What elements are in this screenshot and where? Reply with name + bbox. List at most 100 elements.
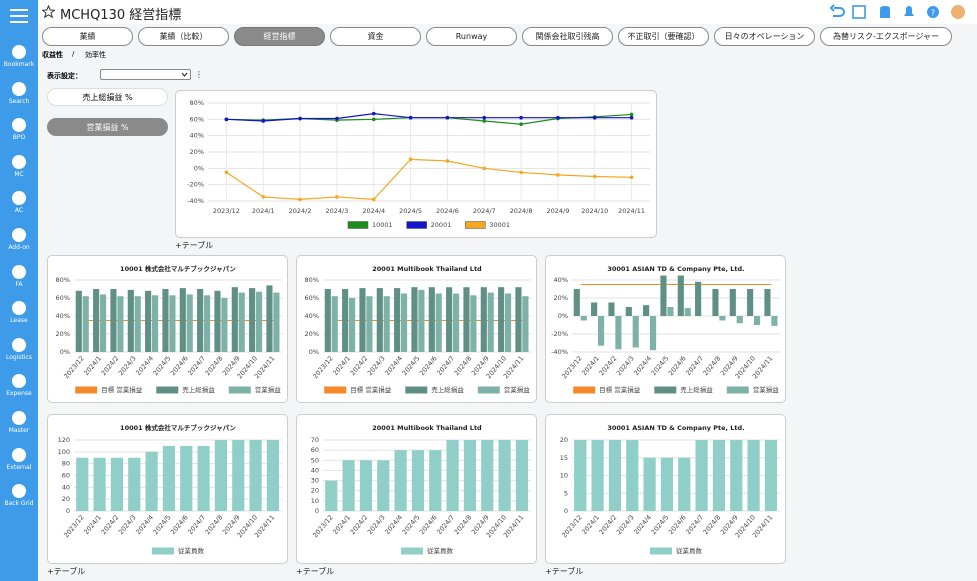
bar: [117, 296, 124, 352]
y-tick-label: 20: [311, 487, 319, 495]
table-link[interactable]: +テーブル: [545, 567, 584, 576]
display-select[interactable]: [100, 69, 191, 80]
table-link[interactable]: +テーブル: [47, 567, 86, 576]
x-tick-label: 2024/7: [684, 513, 705, 536]
star-icon[interactable]: [42, 5, 55, 18]
x-tick-label: 2023/12: [311, 354, 334, 380]
tab[interactable]: 業績（比較）: [138, 27, 229, 46]
bar: [100, 294, 107, 352]
bar: [249, 288, 256, 352]
subtab[interactable]: 収益性: [42, 51, 63, 59]
bar: [591, 440, 604, 511]
sidebar-item[interactable]: Master: [0, 410, 38, 434]
legend-item: 売上総損益: [405, 385, 464, 394]
tab[interactable]: 不正取引（要確認）: [618, 27, 709, 46]
bar: [498, 287, 505, 352]
menu-button[interactable]: [10, 9, 28, 23]
y-tick-label: 40%: [56, 312, 70, 320]
chart-title: 20001 Multibook Thailand Ltd: [372, 265, 482, 273]
tab[interactable]: 資金: [330, 27, 421, 46]
bar: [754, 316, 761, 325]
legend-label: 20001: [431, 221, 452, 229]
bar: [342, 460, 355, 511]
chart: 30001 ASIAN TD & Company Pte, Ltd. 40% 20%…: [551, 265, 780, 394]
y-tick-label: -20%: [551, 330, 568, 338]
sidebar-item[interactable]: Bookmark: [0, 44, 38, 68]
tab[interactable]: 業績: [42, 27, 133, 46]
legend-swatch: [75, 386, 98, 394]
bar: [394, 288, 401, 352]
legend-item: 営業損益: [477, 385, 530, 394]
sidebar-label: MC: [14, 170, 24, 178]
x-tick-label: 2024/8: [204, 354, 225, 377]
sidebar-item[interactable]: AC: [0, 190, 38, 214]
legend-swatch: [573, 386, 596, 394]
bar: [747, 440, 760, 511]
sidebar-icon: [12, 447, 26, 462]
x-tick-label: 2024/8: [510, 207, 533, 215]
tab[interactable]: 経営指標: [234, 27, 325, 46]
sidebar-item[interactable]: Add-on: [0, 227, 38, 251]
chart: 10001 株式会社マルチブックジャパン 0 20 40 60 80 100 120 2023/…: [58, 423, 282, 555]
sidebar-item[interactable]: Lease: [0, 300, 38, 324]
y-tick-label: 0%: [309, 348, 319, 356]
bar: [446, 440, 459, 511]
bar: [598, 316, 605, 346]
bar: [667, 307, 674, 316]
tab[interactable]: 為替リスク-エクスポージャー: [820, 27, 952, 46]
x-tick-label: 2024/3: [615, 354, 636, 377]
sidebar-label: Master: [8, 427, 30, 434]
bar: [411, 287, 418, 352]
sidebar-item[interactable]: MC: [0, 154, 38, 178]
sidebar-item[interactable]: Expense: [0, 373, 38, 397]
x-tick-label: 2024/8: [702, 513, 723, 536]
sidebar-item[interactable]: Search: [0, 81, 38, 105]
sidebar-item[interactable]: Back Grid: [0, 483, 38, 507]
x-tick-label: 2023/12: [62, 354, 85, 380]
x-tick-label: 2024/2: [598, 354, 619, 377]
metric-button[interactable]: 売上総損益 %: [47, 88, 168, 106]
point: [445, 159, 450, 163]
bar: [764, 289, 771, 316]
sidebar-icon: [12, 228, 26, 242]
tab[interactable]: Runway: [426, 27, 517, 46]
sidebar-label: Search: [8, 97, 30, 105]
more-menu[interactable]: ⋮: [195, 70, 203, 79]
x-tick-label: 2024/8: [204, 513, 225, 536]
x-tick-label: 2024/1: [331, 354, 352, 377]
y-tick-label: 70: [311, 436, 319, 444]
bar: [522, 296, 529, 352]
table-link[interactable]: +テーブル: [296, 567, 335, 576]
bar: [677, 275, 684, 316]
bar: [359, 288, 366, 352]
bar: [266, 440, 280, 511]
bar: [771, 316, 778, 326]
legend-label: 営業損益: [255, 385, 282, 394]
table-link[interactable]: +テーブル: [175, 241, 214, 250]
sidebar-item[interactable]: BPO: [0, 117, 38, 141]
bar: [574, 440, 587, 511]
bar: [359, 460, 373, 511]
subtab[interactable]: 効率性: [85, 51, 106, 59]
legend-label: 目標 営業損益: [350, 385, 392, 394]
y-tick-label: 20: [560, 436, 568, 444]
sidebar-item[interactable]: External: [0, 447, 38, 471]
sidebar-item[interactable]: FA: [0, 264, 38, 288]
tab[interactable]: 日々のオペレーション: [714, 27, 815, 46]
bar: [162, 289, 169, 352]
sidebar-item[interactable]: Logistics: [0, 337, 38, 361]
metric-button[interactable]: 営業損益 %: [47, 118, 168, 136]
bar: [342, 289, 349, 352]
sidebar-label: Bookmark: [3, 61, 35, 68]
sidebar-label: Add-on: [8, 244, 30, 251]
point: [445, 115, 450, 120]
toolbar-icons[interactable]: ?: [828, 3, 977, 21]
sidebar-icon: [12, 118, 26, 133]
legend-label: 従業員数: [676, 546, 703, 555]
chart-panel: 30001 ASIAN TD & Company Pte, Ltd. 40% 20%…: [545, 255, 786, 403]
y-tick-label: 40%: [190, 132, 204, 140]
y-tick-label: 80%: [190, 99, 204, 107]
y-tick-label: 15: [560, 454, 568, 462]
x-tick-label: 2023/12: [213, 207, 240, 215]
tab[interactable]: 関係会社取引残高: [522, 27, 613, 46]
